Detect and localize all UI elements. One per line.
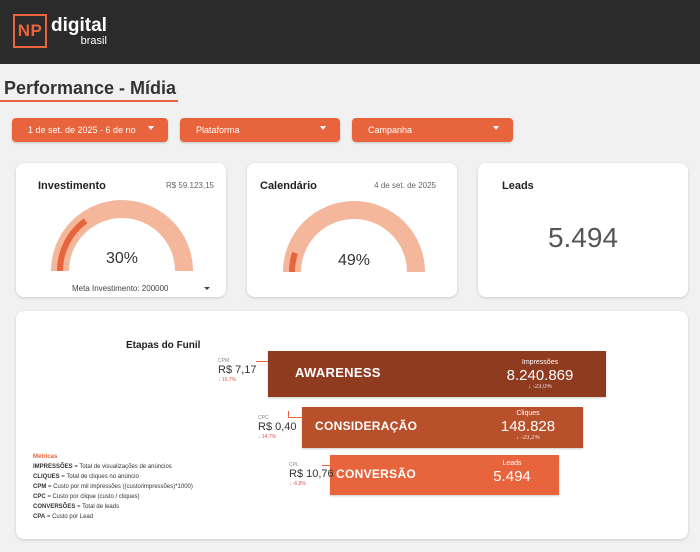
calendario-date: 4 de set. de 2025 xyxy=(374,181,436,190)
calendario-gauge-track xyxy=(283,201,425,273)
metric-row: CPA = Custo por Lead xyxy=(33,514,94,520)
metrics-legend: Métricas IMPRESSÕES = Total de visualiza… xyxy=(33,452,193,522)
investimento-gauge-fill xyxy=(57,218,88,272)
calendario-title: Calendário xyxy=(260,180,317,192)
cpc-delta: ↓ 14,7% xyxy=(258,434,277,440)
conversao-label: CONVERSÃO xyxy=(336,467,417,481)
title-underline xyxy=(0,100,178,102)
consideracao-metric-label: Cliques xyxy=(516,410,540,417)
calendario-percent: 49% xyxy=(337,252,371,269)
brand-logo[interactable]: NP digital brasil xyxy=(13,14,107,48)
top-bar: NP digital brasil xyxy=(0,0,700,64)
campanha-filter[interactable]: Campanha xyxy=(352,118,513,142)
awareness-metric-delta: ↓ -23,0% xyxy=(528,384,552,390)
cpl-label: CPL xyxy=(289,462,299,468)
cpc-value: R$ 0,40 xyxy=(258,421,297,433)
page-title: Performance - Mídia xyxy=(4,78,177,98)
cpm-delta: ↓ 16,7% xyxy=(218,377,237,383)
meta-investimento-label: Meta Investimento: 200000 xyxy=(72,284,169,293)
conversao-metric-label: Leads xyxy=(502,460,522,467)
awareness-metric-label: Impressões xyxy=(521,359,559,366)
cpc-connector xyxy=(288,417,302,418)
cpm-connector xyxy=(256,361,268,362)
calendario-gauge xyxy=(283,201,425,273)
investimento-card xyxy=(16,163,226,297)
metric-row: CPC = Custo por clique (custo / cliques) xyxy=(33,494,140,500)
chevron-down-icon xyxy=(204,287,210,290)
meta-investimento-select[interactable]: Meta Investimento: 200000 xyxy=(56,284,216,293)
campanha-label: Campanha xyxy=(368,125,413,135)
plataforma-label: Plataforma xyxy=(196,125,240,135)
date-range-label: 1 de set. de 2025 - 6 de no xyxy=(28,125,136,135)
logo-mark: NP xyxy=(13,14,47,48)
cpm-value: R$ 7,17 xyxy=(218,364,257,376)
investimento-percent: 30% xyxy=(105,250,139,267)
cpl-delta: ↓ -6,8% xyxy=(289,481,306,487)
metrics-title: Métricas xyxy=(33,454,58,460)
cpc-connector-v xyxy=(288,411,289,418)
funnel-title: Etapas do Funil xyxy=(126,340,201,351)
leads-value: 5.494 xyxy=(547,222,619,253)
consideracao-metric-value: 148.828 xyxy=(500,418,556,435)
funnel-bar-consideracao[interactable]: CONSIDERAÇÃO Cliques 148.828 ↓ -23,2% xyxy=(302,407,583,448)
cpm-label: CPM xyxy=(218,358,230,364)
cpl-connector xyxy=(322,465,330,466)
awareness-label: AWARENESS xyxy=(295,365,381,380)
awareness-metric-value: 8.240.869 xyxy=(506,367,574,384)
leads-card xyxy=(478,163,688,297)
funnel-bar-awareness[interactable]: AWARENESS Impressões 8.240.869 ↓ -23,0% xyxy=(268,351,606,397)
funnel-bar-conversao[interactable]: CONVERSÃO Leads 5.494 xyxy=(330,455,559,495)
metric-row: CPM = Custo por mil impressões ((custo/i… xyxy=(33,484,193,490)
metric-row: CLIQUES = Total de cliques no anúncio xyxy=(33,474,139,480)
calendario-card xyxy=(247,163,457,297)
investimento-amount: R$ 59.123,15 xyxy=(165,181,214,190)
logo-name: digital xyxy=(51,15,107,36)
plataforma-filter[interactable]: Plataforma xyxy=(180,118,340,142)
chevron-down-icon xyxy=(320,126,326,130)
chevron-down-icon xyxy=(148,126,154,130)
chevron-down-icon xyxy=(493,126,499,130)
metric-row: IMPRESSÕES = Total de visualizações de a… xyxy=(33,464,172,470)
logo-sub: brasil xyxy=(80,35,107,47)
metric-row: CONVERSÕES = Total de leads xyxy=(33,504,120,510)
conversao-metric-value: 5.494 xyxy=(493,468,531,485)
consideracao-label: CONSIDERAÇÃO xyxy=(315,419,418,433)
investimento-gauge xyxy=(51,200,193,272)
cpc-label: CPC xyxy=(258,415,269,421)
date-range-filter[interactable]: 1 de set. de 2025 - 6 de no xyxy=(12,118,168,142)
investimento-title: Investimento xyxy=(38,180,106,192)
leads-title: Leads xyxy=(502,180,534,192)
cpl-value: R$ 10,76 xyxy=(289,468,334,480)
consideracao-metric-delta: ↓ -23,2% xyxy=(516,435,540,441)
calendario-gauge-fill xyxy=(289,251,298,273)
